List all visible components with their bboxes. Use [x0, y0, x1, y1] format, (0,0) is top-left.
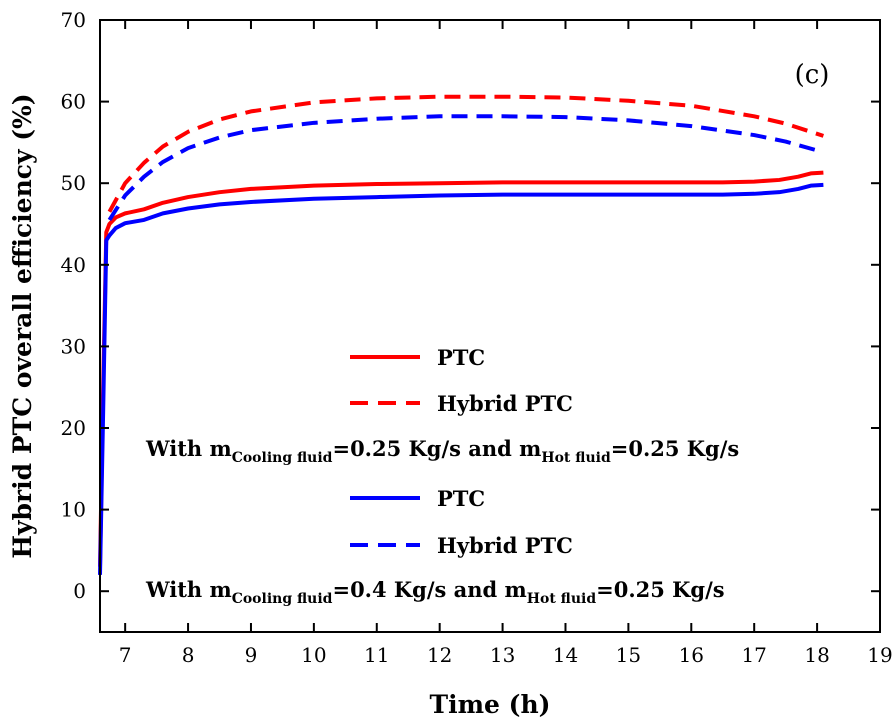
series-line-0-ptc [98, 170, 824, 567]
series-line-3-hybrid-ptc [107, 114, 824, 222]
legend-box [136, 330, 868, 620]
x-tick-label: 12 [427, 643, 452, 667]
series-line-1-hybrid-ptc [107, 94, 825, 213]
series-line-2-ptc [98, 182, 824, 575]
legend: PTC Hybrid PTC With mCooling fluid=0.25 … [136, 330, 868, 620]
y-axis-title: Hybrid PTC overall efficiency (%) [8, 93, 37, 558]
y-tick-label: 30 [61, 334, 86, 358]
x-tick-label: 17 [741, 643, 766, 667]
y-tick-label: 60 [61, 90, 86, 114]
y-axis: 0 10 20 30 40 50 60 70 [61, 8, 880, 603]
note1-prefix: With m [145, 436, 232, 461]
x-axis: 7 8 9 10 11 12 13 14 15 16 17 18 19 [119, 20, 893, 667]
x-tick-label: 15 [616, 643, 641, 667]
panel-label: (c) [795, 60, 830, 90]
x-tick-label: 8 [182, 643, 195, 667]
x-tick-label: 16 [679, 643, 704, 667]
plot-frame [99, 19, 881, 633]
y-tick-label: 40 [61, 253, 86, 277]
note1-suffix: =0.25 Kg/s [611, 436, 739, 461]
x-tick-label: 9 [245, 643, 258, 667]
x-tick-label: 13 [490, 643, 515, 667]
note1-mid: =0.25 Kg/s and m [332, 436, 541, 461]
y-tick-label: 20 [61, 416, 86, 440]
y-tick-label: 0 [73, 579, 86, 603]
x-tick-label: 18 [804, 643, 829, 667]
note2-sub2: Hot fluid [527, 591, 597, 607]
note2-sub1: Cooling fluid [232, 591, 333, 607]
legend-note-2: With mCooling fluid=0.4 Kg/s and mHot fl… [145, 577, 725, 607]
note1-sub1: Cooling fluid [232, 450, 333, 466]
x-tick-label: 7 [119, 643, 132, 667]
y-tick-label: 70 [61, 8, 86, 32]
legend-label-red-ptc: PTC [437, 345, 485, 370]
note2-prefix: With m [145, 577, 232, 602]
legend-label-blue-hybrid: Hybrid PTC [437, 533, 573, 558]
note1-sub2: Hot fluid [541, 450, 611, 466]
series-layer [98, 94, 825, 575]
x-tick-label: 19 [867, 643, 892, 667]
x-tick-label: 10 [301, 643, 326, 667]
legend-note-1: With mCooling fluid=0.25 Kg/s and mHot f… [145, 436, 739, 466]
y-tick-label: 50 [61, 171, 86, 195]
note2-mid: =0.4 Kg/s and m [332, 577, 526, 602]
x-tick-label: 11 [364, 643, 389, 667]
note2-suffix: =0.25 Kg/s [596, 577, 724, 602]
x-axis-title: Time (h) [430, 690, 551, 719]
y-tick-label: 10 [61, 498, 86, 522]
legend-label-blue-ptc: PTC [437, 486, 485, 511]
x-tick-label: 14 [553, 643, 578, 667]
legend-label-red-hybrid: Hybrid PTC [437, 391, 573, 416]
